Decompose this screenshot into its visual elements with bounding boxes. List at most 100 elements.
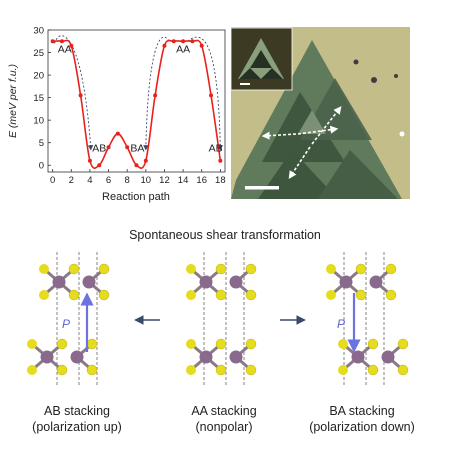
metal-atom bbox=[199, 350, 213, 364]
energy-point bbox=[162, 43, 167, 48]
metal-atom bbox=[82, 275, 96, 289]
x-tick-label: 0 bbox=[50, 175, 55, 186]
polarization-label-down: P bbox=[337, 317, 345, 331]
energy-points bbox=[50, 39, 223, 168]
chalcogen-atom bbox=[27, 339, 37, 349]
light-domain-1 bbox=[298, 110, 326, 134]
metal-atom bbox=[229, 350, 243, 364]
energy-point bbox=[87, 158, 92, 163]
guide-arc bbox=[187, 36, 223, 151]
metal-atom bbox=[351, 350, 365, 364]
energy-point bbox=[97, 163, 102, 168]
stacking-structure bbox=[27, 252, 110, 385]
chalcogen-atom bbox=[367, 364, 379, 376]
axis-tick-labels: 0 2 4 6 8 10 12 14 16 18 0 5 10 15 20 25 30 bbox=[33, 26, 225, 187]
direction-arrow-horizontal bbox=[297, 125, 339, 135]
chalcogen-atom bbox=[186, 264, 196, 274]
chalcogen-atom bbox=[215, 338, 227, 350]
ab-stacking-sublabel: (polarization up) bbox=[32, 420, 122, 434]
y-axis-label: E (meV per f.u.) bbox=[7, 64, 19, 138]
metal-atom bbox=[70, 350, 84, 364]
stacking-point-labels: AA AB BA AA AB bbox=[58, 44, 223, 155]
y-tick-label: 0 bbox=[39, 161, 44, 172]
chalcogen-atom bbox=[56, 338, 68, 350]
chalcogen-atom bbox=[39, 290, 49, 300]
energy-point bbox=[50, 39, 55, 44]
chalcogen-atom bbox=[245, 338, 257, 350]
plot-ticks bbox=[48, 29, 221, 172]
chalcogen-atom bbox=[98, 289, 110, 301]
chalcogen-atom bbox=[326, 264, 336, 274]
chalcogen-atom bbox=[68, 263, 80, 275]
y-tick-label: 5 bbox=[39, 138, 44, 149]
x-tick-label: 10 bbox=[141, 175, 152, 186]
particle bbox=[394, 74, 398, 78]
direction-arrow-diagonal bbox=[288, 146, 311, 179]
direction-arrow-horizontal bbox=[261, 131, 297, 140]
stacking-structure bbox=[326, 252, 409, 385]
chalcogen-atom bbox=[355, 263, 367, 275]
metal-atom bbox=[52, 275, 66, 289]
chalcogen-atom bbox=[397, 364, 409, 376]
chalcogen-atom bbox=[68, 289, 80, 301]
chalcogen-atom bbox=[326, 290, 336, 300]
x-tick-label: 2 bbox=[69, 175, 74, 186]
plot-frame bbox=[47, 29, 226, 173]
energy-point bbox=[134, 163, 139, 168]
dark-domain-4 bbox=[318, 150, 398, 199]
stacking-point-label: AB bbox=[209, 143, 223, 155]
particle bbox=[371, 77, 377, 83]
particle bbox=[353, 59, 359, 65]
y-tick-label: 20 bbox=[33, 71, 44, 82]
inset-scale-bar bbox=[240, 83, 250, 85]
x-tick-label: 4 bbox=[87, 175, 92, 186]
direction-arrow-diagonal bbox=[311, 106, 342, 145]
y-tick-label: 10 bbox=[33, 116, 44, 127]
optical-micrograph bbox=[231, 27, 410, 199]
stacking-point-label: AA bbox=[58, 44, 72, 56]
chalcogen-atom bbox=[338, 365, 348, 375]
chalcogen-atom bbox=[355, 289, 367, 301]
energy-point bbox=[106, 145, 111, 150]
stacking-structure bbox=[186, 252, 257, 385]
chalcogen-atom bbox=[338, 339, 348, 349]
metal-atom bbox=[369, 275, 383, 289]
inset-domain bbox=[250, 50, 272, 68]
metal-atom bbox=[40, 350, 54, 364]
energy-point bbox=[171, 39, 176, 44]
chalcogen-atom bbox=[56, 364, 68, 376]
chalcogen-atom bbox=[186, 365, 196, 375]
energy-point bbox=[143, 158, 148, 163]
polarization-label-up: P bbox=[62, 317, 70, 331]
energy-point bbox=[209, 93, 214, 98]
scale-bar bbox=[245, 186, 279, 190]
metal-atom bbox=[339, 275, 353, 289]
inset-domain bbox=[239, 68, 261, 79]
chalcogen-atom bbox=[27, 365, 37, 375]
y-tick-label: 15 bbox=[33, 93, 44, 104]
chalcogen-atom bbox=[245, 263, 257, 275]
y-tick-label: 30 bbox=[33, 26, 44, 37]
x-tick-label: 16 bbox=[196, 175, 207, 186]
ba-stacking-label: BA stacking bbox=[329, 404, 394, 418]
transformation-caption: Spontaneous shear transformation bbox=[129, 228, 321, 242]
energy-point bbox=[153, 93, 158, 98]
y-tick-label: 25 bbox=[33, 48, 44, 59]
aa-stacking-label: AA stacking bbox=[191, 404, 256, 418]
x-tick-label: 12 bbox=[159, 175, 170, 186]
chalcogen-atom bbox=[186, 339, 196, 349]
chalcogen-atom bbox=[186, 290, 196, 300]
energy-point bbox=[59, 39, 64, 44]
stacking-point-label: AB bbox=[92, 143, 106, 155]
chalcogen-atom bbox=[215, 364, 227, 376]
energy-point bbox=[69, 43, 74, 48]
x-tick-label: 6 bbox=[106, 175, 111, 186]
x-tick-label: 18 bbox=[215, 175, 226, 186]
chalcogen-atom bbox=[245, 289, 257, 301]
metal-atom bbox=[381, 350, 395, 364]
chalcogen-atom bbox=[245, 364, 257, 376]
metal-atom bbox=[229, 275, 243, 289]
energy-point bbox=[199, 43, 204, 48]
chalcogen-atom bbox=[86, 338, 98, 350]
